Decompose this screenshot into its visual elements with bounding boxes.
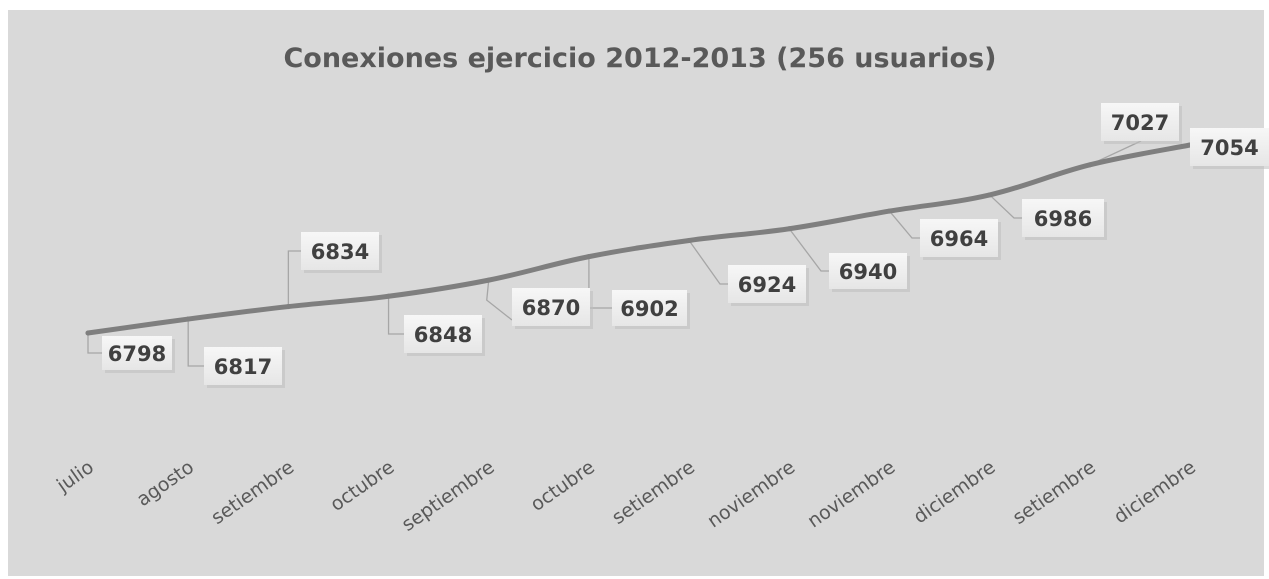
data-label-text: 7027	[1111, 111, 1169, 135]
leader-line	[688, 240, 728, 285]
data-label-box	[1101, 103, 1179, 141]
data-label: 6848	[404, 315, 485, 356]
data-label: 6964	[920, 219, 1001, 260]
data-label-text: 7054	[1200, 136, 1258, 160]
data-label: 6924	[728, 265, 809, 306]
data-label-text: 6817	[214, 355, 272, 379]
data-point	[285, 304, 291, 310]
leader-line	[788, 228, 829, 272]
series-line-group	[85, 142, 1193, 336]
leader-line	[888, 210, 920, 239]
data-label: 6834	[301, 232, 382, 273]
leader-lines	[87, 140, 1191, 367]
data-label-text: 6798	[108, 342, 166, 366]
data-label: 6940	[829, 253, 910, 292]
data-label-box	[1190, 128, 1269, 166]
series-line	[85, 142, 1193, 336]
leader-line	[287, 250, 301, 307]
leader-line	[486, 280, 513, 321]
data-label-box	[512, 288, 590, 326]
data-label-text: 6986	[1034, 207, 1092, 231]
data-label-box	[404, 315, 482, 353]
data-label: 6798	[102, 336, 175, 373]
data-label-box	[102, 336, 172, 370]
data-label-text: 6870	[522, 296, 580, 320]
data-label-text: 6848	[414, 323, 472, 347]
data-point	[486, 277, 492, 283]
data-point	[586, 254, 592, 260]
data-label: 6870	[512, 288, 593, 329]
data-label: 7054	[1190, 128, 1269, 169]
leader-line	[989, 194, 1022, 219]
data-label-box	[204, 347, 282, 385]
data-point	[386, 293, 392, 299]
data-label-text: 6964	[930, 227, 988, 251]
data-label-box	[728, 265, 806, 303]
chart-title: Conexiones ejercicio 2012-2013 (256 usua…	[283, 43, 996, 74]
data-label-box	[920, 219, 998, 257]
data-labels: 6798 6817 6834 6848 6870 6902 6924 6940 6964 6986…	[102, 103, 1269, 388]
data-label: 7027	[1101, 103, 1182, 144]
data-label: 6902	[612, 290, 690, 329]
data-label-box	[829, 253, 907, 289]
data-point	[987, 192, 993, 198]
data-label-text: 6940	[839, 260, 897, 284]
data-point	[686, 237, 692, 243]
leader-line	[387, 296, 404, 335]
data-point	[886, 208, 892, 214]
data-point	[185, 316, 191, 322]
data-label-text: 6924	[738, 273, 796, 297]
data-point	[786, 226, 792, 232]
data-label: 6817	[204, 347, 285, 388]
leader-line	[87, 333, 102, 354]
data-point	[1087, 162, 1093, 168]
data-label-box	[612, 290, 687, 326]
data-label-box	[1022, 199, 1104, 237]
data-label-text: 6834	[311, 240, 369, 264]
leader-line	[187, 319, 204, 367]
data-label: 6986	[1022, 199, 1107, 240]
data-label-box	[301, 232, 379, 270]
data-label-text: 6902	[620, 297, 678, 321]
data-point	[85, 330, 91, 336]
